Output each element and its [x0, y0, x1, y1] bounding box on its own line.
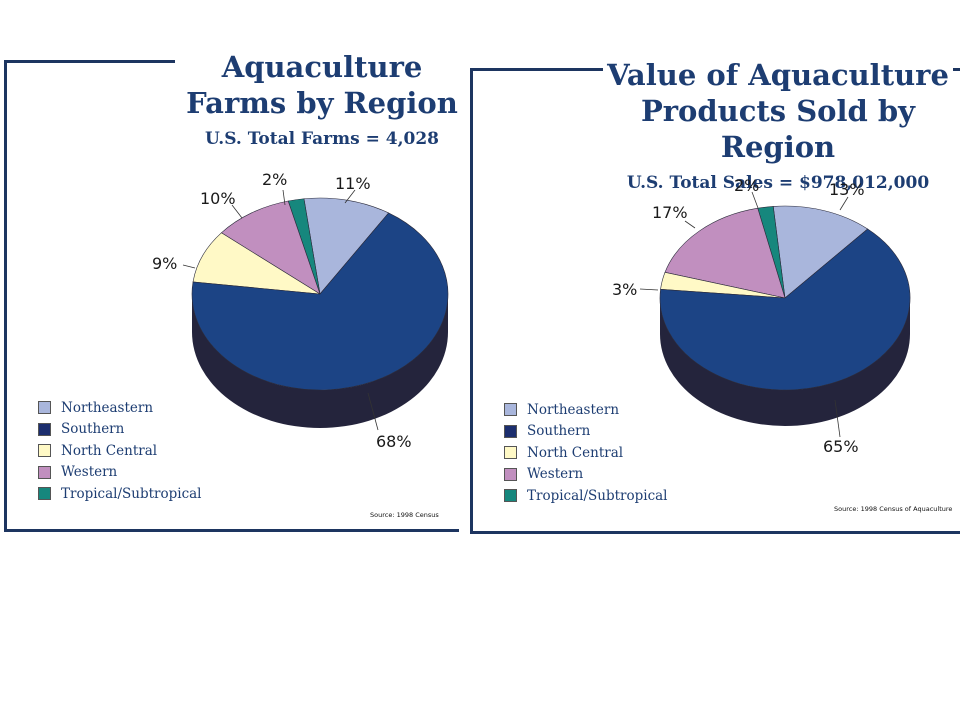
pie-slice-southern	[191, 212, 449, 391]
pie-slice-northeastern	[303, 197, 390, 295]
legend-item: North Central	[38, 440, 202, 462]
sales-label-southern: 65%	[823, 437, 859, 456]
legend-item: Southern	[38, 419, 202, 441]
pie-slice-southern	[659, 228, 911, 391]
leader-line	[282, 189, 286, 206]
farms-chart-panel: Aquaculture Farms by Region U.S. Total F…	[4, 49, 469, 532]
sales-legend: Northeastern Southern North Central West…	[504, 399, 668, 507]
leader-line	[751, 191, 759, 209]
legend-label: Tropical/Subtropical	[527, 487, 668, 504]
sales-label-north-central: 3%	[612, 280, 638, 299]
farms-label-southern: 68%	[376, 432, 412, 451]
sales-chart-title: Value of Aquaculture Products Sold by Re…	[607, 58, 949, 164]
legend-swatch-western	[504, 467, 517, 481]
sales-chart-subtitle: U.S. Total Sales = $978,012,000	[626, 173, 930, 193]
farms-label-northeastern: 11%	[335, 174, 371, 193]
sales-chart-title-box: Value of Aquaculture Products Sold by Re…	[603, 57, 953, 193]
legend-item: Tropical/Subtropical	[504, 485, 668, 507]
legend-item: Tropical/Subtropical	[38, 483, 202, 505]
leader-line	[182, 264, 196, 269]
farms-label-tropical: 2%	[262, 170, 288, 189]
pie-slice-western	[220, 200, 321, 295]
legend-swatch-tropical	[504, 489, 517, 503]
legend-item: Northeastern	[504, 399, 668, 421]
farms-chart-title: Aquaculture Farms by Region	[186, 50, 458, 120]
legend-label: Southern	[527, 423, 591, 440]
legend-swatch-north-central	[504, 446, 517, 460]
legend-item: North Central	[504, 442, 668, 464]
legend-item: Southern	[504, 421, 668, 443]
legend-swatch-north-central	[38, 444, 51, 458]
legend-label: Western	[527, 466, 584, 483]
pie-side-wall	[192, 294, 448, 428]
legend-item: Western	[38, 462, 202, 484]
pie-side	[660, 298, 910, 426]
legend-label: Northeastern	[61, 399, 154, 416]
farms-label-western: 10%	[200, 189, 236, 208]
leader-line	[839, 196, 849, 211]
pie-slice-northeastern	[772, 205, 869, 299]
legend-label: North Central	[527, 444, 624, 461]
farms-chart-title-box: Aquaculture Farms by Region U.S. Total F…	[175, 49, 469, 149]
sales-label-western: 17%	[652, 203, 688, 222]
farms-legend: Northeastern Southern North Central West…	[38, 397, 202, 505]
legend-swatch-western	[38, 465, 51, 479]
leader-line	[834, 399, 841, 438]
legend-label: North Central	[61, 442, 158, 459]
legend-swatch-northeastern	[504, 403, 517, 417]
legend-item: Northeastern	[38, 397, 202, 419]
legend-swatch-southern	[504, 424, 517, 438]
farms-source: Source: 1998 Census	[370, 511, 439, 519]
pie-side	[192, 294, 448, 428]
farms-chart-subtitle: U.S. Total Farms = 4,028	[205, 129, 439, 149]
legend-label: Tropical/Subtropical	[61, 485, 202, 502]
sales-label-northeastern: 13%	[829, 180, 865, 199]
leader-line	[367, 392, 379, 431]
sales-source: Source: 1998 Census of Aquaculture	[834, 505, 953, 513]
farms-label-north-central: 9%	[152, 254, 178, 273]
leader-line	[344, 189, 356, 204]
leader-line	[684, 220, 696, 229]
pie-side-wall	[660, 298, 910, 426]
legend-label: Southern	[61, 421, 125, 438]
legend-swatch-tropical	[38, 487, 51, 501]
legend-label: Northeastern	[527, 401, 620, 418]
leader-line	[231, 204, 243, 219]
legend-label: Western	[61, 464, 118, 481]
sales-chart-panel: Value of Aquaculture Products Sold by Re…	[470, 57, 960, 534]
legend-item: Western	[504, 464, 668, 486]
legend-swatch-northeastern	[38, 401, 51, 415]
pie-slice-western	[664, 207, 786, 299]
legend-swatch-southern	[38, 422, 51, 436]
leader-line	[639, 288, 659, 291]
sales-label-tropical: 2%	[734, 176, 760, 195]
